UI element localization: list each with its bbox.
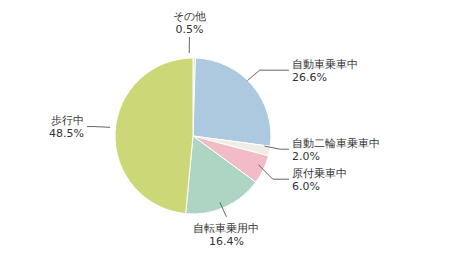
svg-text:原付乗車中6.0%: 原付乗車中6.0%: [292, 167, 347, 193]
svg-text:自動二輪車乗車中2.0%: 自動二輪車乗車中2.0%: [292, 137, 380, 163]
svg-text:歩行中48.5%: 歩行中48.5%: [49, 114, 84, 140]
svg-text:自転車乗用中16.4%: 自転車乗用中16.4%: [193, 222, 259, 248]
svg-text:その他0.5%: その他0.5%: [173, 10, 206, 36]
svg-text:自動車乗車中26.6%: 自動車乗車中26.6%: [292, 58, 358, 84]
